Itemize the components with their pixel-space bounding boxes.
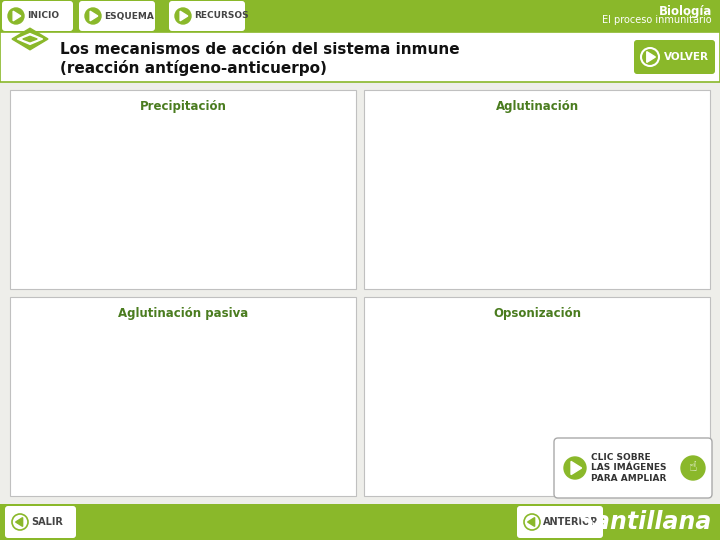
Circle shape xyxy=(85,8,101,24)
Text: Los mecanismos de acción del sistema inmune: Los mecanismos de acción del sistema inm… xyxy=(60,42,459,57)
FancyBboxPatch shape xyxy=(517,506,603,538)
FancyBboxPatch shape xyxy=(2,1,73,31)
Circle shape xyxy=(564,457,586,479)
FancyBboxPatch shape xyxy=(169,1,245,31)
Text: PARA AMPLIAR: PARA AMPLIAR xyxy=(591,474,667,483)
Polygon shape xyxy=(528,518,535,526)
Text: ☝: ☝ xyxy=(689,460,697,474)
Text: RECURSOS: RECURSOS xyxy=(194,11,248,21)
Bar xyxy=(10,297,356,496)
Polygon shape xyxy=(13,11,21,21)
Text: Aglutinación: Aglutinación xyxy=(495,100,579,113)
Text: ANTERIOR: ANTERIOR xyxy=(543,517,599,527)
Circle shape xyxy=(681,456,705,480)
Bar xyxy=(364,297,710,496)
Circle shape xyxy=(8,8,24,24)
Polygon shape xyxy=(17,33,42,44)
Circle shape xyxy=(641,48,659,66)
Bar xyxy=(364,90,710,289)
Polygon shape xyxy=(647,52,655,63)
Text: Precipitación: Precipitación xyxy=(140,100,226,113)
Text: CLIC SOBRE: CLIC SOBRE xyxy=(591,453,651,462)
Text: ESQUEMA: ESQUEMA xyxy=(104,11,154,21)
Text: VOLVER: VOLVER xyxy=(664,52,709,62)
Polygon shape xyxy=(90,11,98,21)
FancyBboxPatch shape xyxy=(79,1,155,31)
Bar xyxy=(0,0,720,32)
Text: Opsonización: Opsonización xyxy=(493,307,581,320)
Polygon shape xyxy=(571,461,582,475)
FancyBboxPatch shape xyxy=(634,40,715,74)
Text: Biología: Biología xyxy=(659,5,712,18)
Text: El proceso inmunitario: El proceso inmunitario xyxy=(603,15,712,25)
FancyBboxPatch shape xyxy=(5,506,76,538)
Text: INICIO: INICIO xyxy=(27,11,59,21)
Polygon shape xyxy=(12,28,48,50)
Circle shape xyxy=(175,8,191,24)
Bar xyxy=(0,504,720,540)
Polygon shape xyxy=(16,518,22,526)
Polygon shape xyxy=(23,36,37,42)
Text: SALIR: SALIR xyxy=(31,517,63,527)
Text: Aglutinación pasiva: Aglutinación pasiva xyxy=(118,307,248,320)
Bar xyxy=(10,90,356,289)
Text: Santillana: Santillana xyxy=(577,510,712,534)
FancyBboxPatch shape xyxy=(554,438,712,498)
Text: (reacción antígeno-anticuerpo): (reacción antígeno-anticuerpo) xyxy=(60,60,327,76)
Bar xyxy=(0,32,720,82)
Text: LAS IMÁGENES: LAS IMÁGENES xyxy=(591,463,667,472)
Polygon shape xyxy=(180,11,188,21)
